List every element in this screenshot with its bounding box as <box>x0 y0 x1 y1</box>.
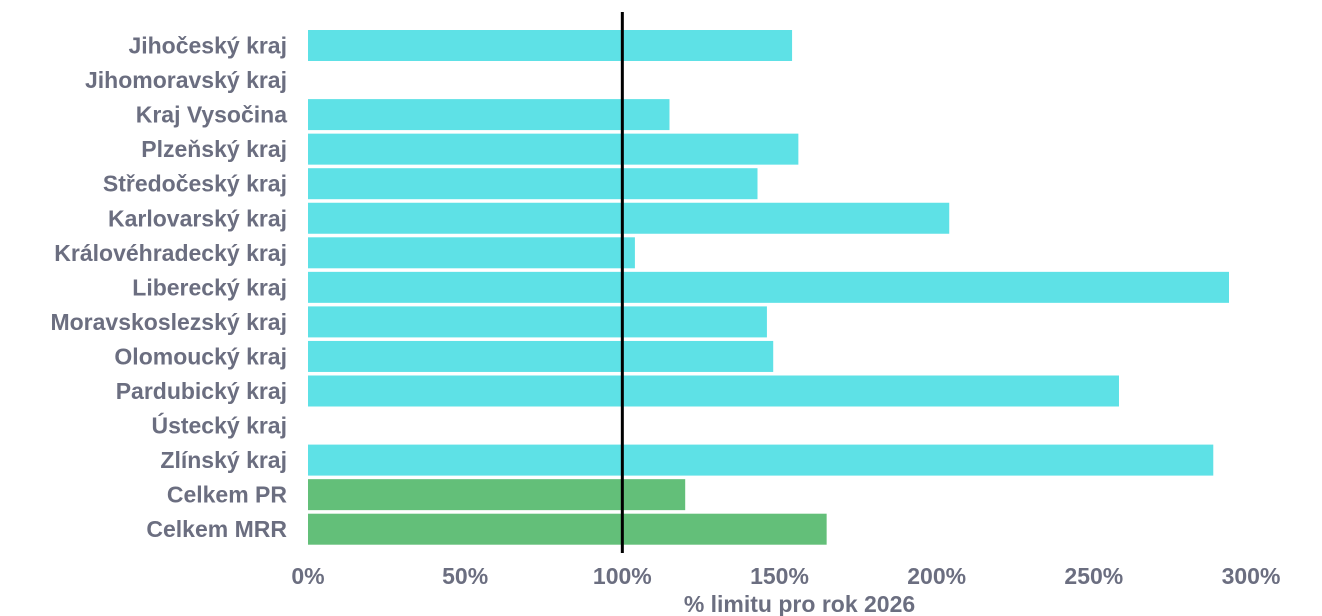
category-label-3: Plzeňský kraj <box>141 136 287 162</box>
category-label-7: Liberecký kraj <box>132 274 287 300</box>
bar-13 <box>308 479 686 511</box>
category-label-9: Olomoucký kraj <box>114 343 287 369</box>
bar-9 <box>308 340 774 372</box>
bar-8 <box>308 306 767 338</box>
category-label-10: Pardubický kraj <box>116 378 287 404</box>
category-label-1: Jihomoravský kraj <box>85 67 287 93</box>
x-tick-label-2: 100% <box>593 563 652 589</box>
bar-10 <box>308 375 1119 407</box>
bar-6 <box>308 237 635 269</box>
x-tick-label-5: 250% <box>1064 563 1123 589</box>
x-tick-label-0: 0% <box>291 563 324 589</box>
x-tick-label-4: 200% <box>907 563 966 589</box>
category-label-4: Středočeský kraj <box>103 171 287 197</box>
category-label-11: Ústecký kraj <box>151 412 287 439</box>
category-label-6: Královéhradecký kraj <box>54 240 287 266</box>
category-labels: Jihočeský kraj Jihomoravský kraj Kraj Vyso… <box>50 33 287 543</box>
bar-3 <box>308 133 799 165</box>
bars-group <box>308 30 1229 545</box>
bar-4 <box>308 168 758 200</box>
bar-0 <box>308 30 793 61</box>
x-tick-label-3: 150% <box>750 563 809 589</box>
category-label-0: Jihočeský kraj <box>128 33 287 59</box>
x-tick-label-1: 50% <box>442 563 488 589</box>
category-label-12: Zlínský kraj <box>160 447 287 473</box>
x-tick-labels: 0% 50% 100% 150% 200% 250% 300% <box>291 563 1280 589</box>
bar-2 <box>308 99 670 131</box>
category-label-8: Moravskoslezský kraj <box>50 309 287 335</box>
category-label-14: Celkem MRR <box>146 516 287 542</box>
x-axis-title: % limitu pro rok 2026 <box>684 591 915 616</box>
bar-14 <box>308 513 827 545</box>
bar-12 <box>308 444 1214 476</box>
bar-7 <box>308 271 1229 303</box>
x-tick-label-6: 300% <box>1222 563 1281 589</box>
bar-5 <box>308 202 950 234</box>
category-label-2: Kraj Vysočina <box>136 102 287 128</box>
category-label-5: Karlovarský kraj <box>108 205 287 231</box>
category-label-13: Celkem PR <box>167 482 288 508</box>
